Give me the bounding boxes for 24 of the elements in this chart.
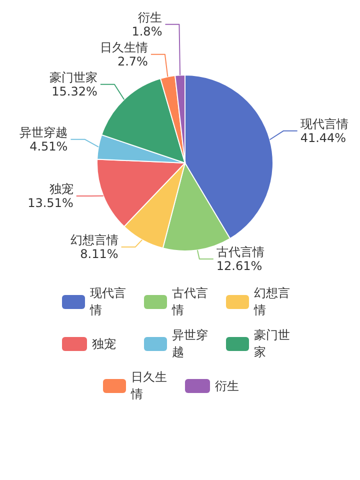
- legend-label: 独宠: [92, 336, 116, 352]
- slice-label: 豪门世家: [49, 70, 98, 84]
- data-label: 4.51%: [30, 139, 68, 154]
- legend-label: 现代言情: [90, 285, 127, 319]
- data-label: 15.32%: [52, 84, 98, 98]
- data-label: 2.7%: [117, 54, 148, 68]
- legend-label: 豪门世家: [254, 327, 291, 361]
- slice-label: 幻想言情: [70, 233, 118, 248]
- slice-label: 异世穿越: [20, 125, 68, 140]
- slice-label: 古代言情: [216, 244, 264, 259]
- data-label: 1.8%: [132, 24, 162, 38]
- legend-label: 古代言情: [172, 285, 209, 319]
- legend-label: 幻想言情: [254, 285, 291, 319]
- slice-label: 独宠: [49, 182, 74, 196]
- data-label: 41.44%: [300, 130, 346, 145]
- data-label: 8.11%: [80, 247, 118, 262]
- data-label: 12.61%: [216, 258, 262, 273]
- slice-label: 日久生情: [100, 40, 148, 54]
- data-label: 13.51%: [28, 196, 74, 210]
- slice-label: 衍生: [138, 10, 162, 24]
- legend-label: 异世穿越: [172, 327, 209, 361]
- legend-label: 日久生情: [130, 369, 168, 403]
- slice-label: 现代言情: [300, 116, 348, 131]
- legend-label: 衍生: [215, 378, 239, 394]
